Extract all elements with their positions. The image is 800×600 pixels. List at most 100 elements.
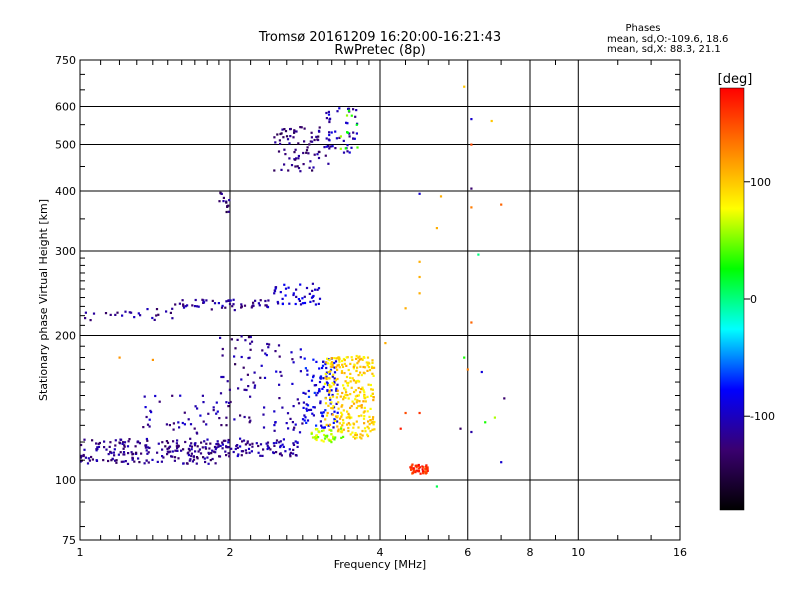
data-point: [203, 440, 206, 443]
data-point: [273, 429, 276, 432]
data-point: [203, 457, 206, 460]
data-point: [329, 396, 332, 399]
data-point: [120, 460, 123, 463]
data-point: [215, 446, 218, 449]
data-point: [344, 388, 347, 391]
data-point: [207, 462, 210, 465]
data-point: [171, 450, 174, 453]
data-point: [250, 306, 253, 309]
data-point: [363, 415, 366, 418]
data-point: [313, 406, 316, 409]
data-point: [91, 458, 94, 461]
data-point: [208, 447, 211, 450]
data-point: [351, 377, 354, 380]
data-point: [190, 452, 193, 455]
data-point: [323, 426, 326, 429]
data-point: [97, 442, 100, 445]
data-point: [293, 129, 296, 132]
data-point: [195, 431, 198, 434]
data-point: [272, 451, 275, 454]
y-tick-label: 75: [62, 534, 76, 547]
data-point: [108, 445, 111, 448]
data-point: [480, 370, 483, 374]
data-point: [318, 380, 322, 384]
data-point: [288, 157, 291, 160]
data-point: [244, 339, 247, 342]
data-point: [225, 300, 228, 303]
data-point: [131, 453, 134, 456]
data-point: [289, 451, 292, 454]
data-point: [417, 463, 420, 467]
data-point: [248, 443, 251, 446]
data-point: [275, 370, 278, 373]
data-point: [340, 415, 343, 418]
data-point: [178, 426, 181, 429]
data-point: [278, 355, 281, 358]
data-point: [89, 319, 92, 322]
data-point: [207, 451, 210, 454]
data-point: [371, 361, 374, 364]
data-point: [292, 405, 295, 408]
data-point: [345, 375, 349, 379]
data-point: [297, 157, 300, 160]
data-point: [83, 438, 86, 441]
data-point: [299, 170, 302, 173]
data-point: [351, 431, 354, 434]
data-point: [360, 437, 363, 440]
data-point: [319, 420, 322, 423]
data-point: [273, 136, 276, 139]
data-point: [136, 440, 139, 443]
data-point: [409, 466, 412, 469]
data-point: [342, 398, 345, 401]
data-point: [249, 395, 252, 398]
data-point: [211, 299, 214, 302]
data-point: [418, 411, 421, 415]
data-point: [357, 415, 360, 418]
data-point: [124, 460, 127, 463]
x-tick-label: 8: [527, 546, 534, 559]
data-point: [359, 365, 362, 368]
data-point: [355, 109, 358, 112]
data-point: [286, 412, 290, 415]
data-point: [333, 410, 336, 413]
data-point: [470, 430, 473, 434]
data-point: [356, 362, 359, 365]
data-point: [219, 336, 222, 339]
data-point: [161, 455, 164, 458]
x-tick-label: 2: [227, 546, 234, 559]
data-point: [161, 448, 164, 451]
data-point: [124, 310, 127, 313]
data-point: [347, 429, 350, 433]
data-point: [418, 466, 421, 469]
data-point: [190, 442, 193, 445]
data-point: [367, 427, 370, 430]
data-point: [305, 286, 309, 290]
data-point: [165, 440, 168, 443]
data-point: [346, 122, 349, 125]
data-point: [279, 446, 282, 449]
data-point: [364, 397, 367, 400]
data-point: [357, 394, 360, 397]
data-point: [133, 316, 136, 319]
data-point: [364, 400, 367, 403]
data-point: [186, 462, 189, 465]
data-point: [253, 371, 256, 374]
data-point: [225, 210, 228, 214]
data-point: [297, 402, 301, 405]
data-point: [322, 411, 325, 414]
data-point: [358, 358, 361, 361]
data-point: [95, 459, 98, 462]
data-point: [352, 402, 356, 405]
x-tick-label: 10: [571, 546, 585, 559]
data-point: [296, 445, 299, 448]
data-point: [273, 424, 276, 427]
data-point: [355, 132, 358, 135]
data-point: [82, 454, 85, 458]
data-point: [370, 421, 373, 424]
data-point: [333, 380, 336, 383]
data-point: [320, 424, 323, 427]
data-point: [340, 370, 344, 373]
data-point: [310, 131, 313, 134]
data-point: [296, 165, 299, 168]
data-point: [370, 394, 373, 397]
